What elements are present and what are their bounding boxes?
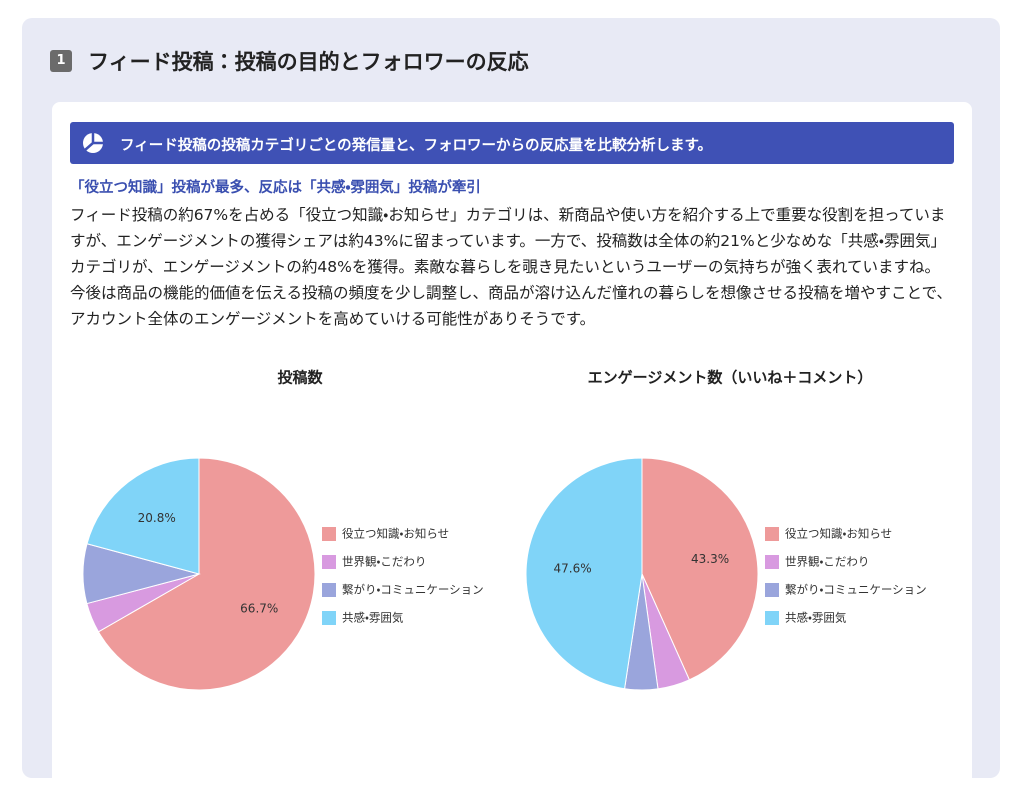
legend-label: 世界観・こだわり: [342, 555, 426, 569]
charts: 投稿数66.7%20.8%役立つ知識・お知らせ世界観・こだわり繋がり・コミュニケ…: [82, 369, 927, 691]
legend-label: 共感・雰囲気: [785, 611, 847, 625]
legend-swatch: [322, 611, 336, 625]
paragraph: フィード投稿の約67%を占める「役立つ知識・お知らせ」カテゴリは、新商品や使い方…: [70, 206, 952, 328]
legend-swatch: [765, 555, 779, 569]
legend-swatch: [322, 583, 336, 597]
pie-slice: [86, 457, 200, 575]
chart-title: エンゲージメント数（いいね＋コメント）: [588, 369, 873, 387]
legend-label: 繋がり・コミュニケーション: [342, 583, 484, 597]
section-card: 1 フィード投稿：投稿の目的とフォロワーの反応 フィード投稿の投稿カテゴリごとの…: [22, 18, 1000, 802]
pie-icon: [83, 132, 104, 153]
slice-label: 66.7%: [240, 601, 278, 615]
subheading: 「役立つ知識」投稿が最多、反応は「共感・雰囲気」投稿が牽引: [70, 180, 481, 196]
legend-swatch: [765, 583, 779, 597]
banner: フィード投稿の投稿カテゴリごとの発信量と、フォロワーからの反応量を比較分析します…: [70, 122, 954, 164]
slice-label: 47.6%: [554, 561, 592, 575]
pie-slice: [641, 457, 759, 681]
slice-label: 43.3%: [691, 552, 729, 566]
legend-label: 共感・雰囲気: [342, 611, 404, 625]
legend-label: 繋がり・コミュニケーション: [785, 583, 927, 597]
legend-swatch: [322, 555, 336, 569]
legend-swatch: [765, 611, 779, 625]
legend-label: 世界観・こだわり: [785, 555, 869, 569]
legend-label: 役立つ知識・お知らせ: [785, 527, 892, 541]
slice-label: 20.8%: [138, 511, 176, 525]
legend-label: 役立つ知識・お知らせ: [342, 527, 449, 541]
banner-text: フィード投稿の投稿カテゴリごとの発信量と、フォロワーからの反応量を比較分析します…: [120, 138, 713, 154]
legend-swatch: [322, 527, 336, 541]
chart-title: 投稿数: [277, 369, 323, 387]
section-number: 1: [50, 50, 72, 72]
pie-slice: [97, 457, 316, 691]
section-title: フィード投稿：投稿の目的とフォロワーの反応: [88, 50, 529, 74]
pie-slice: [525, 457, 643, 690]
legend-swatch: [765, 527, 779, 541]
page: {"header": {"number": "1", "title": "フィー…: [22, 18, 1000, 778]
